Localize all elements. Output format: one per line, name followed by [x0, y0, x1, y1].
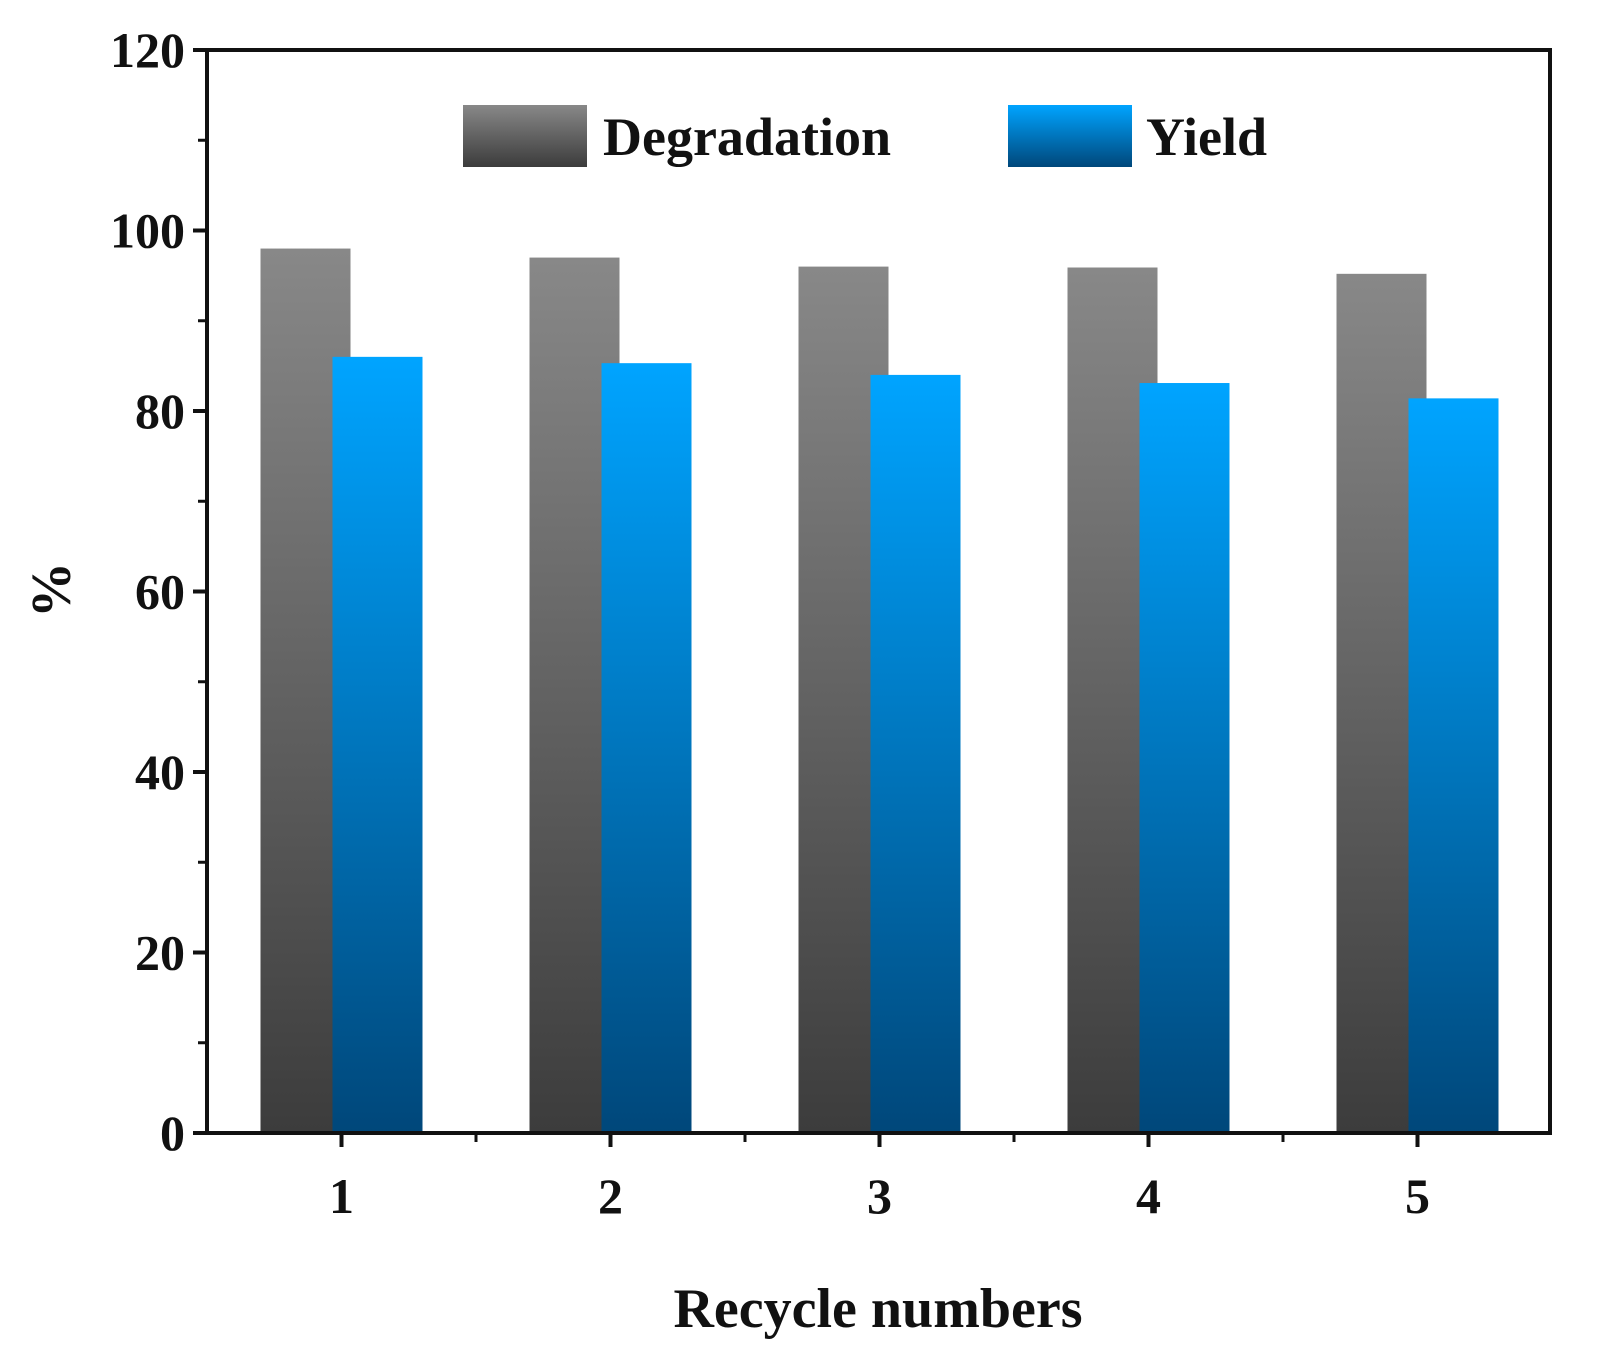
x-tick-label: 1 — [329, 1168, 354, 1224]
legend-swatch-degradation — [463, 105, 587, 167]
y-axis-title: % — [21, 562, 83, 618]
y-tick-label: 100 — [110, 203, 185, 259]
bar-yield-3 — [870, 374, 961, 1133]
y-tick-label: 40 — [135, 744, 185, 800]
ticks-group: 0 20 40 60 80 100 120 1 2 3 4 5 — [110, 22, 1430, 1224]
legend: Degradation Yield — [463, 105, 1267, 167]
x-axis-title: Recycle numbers — [673, 1278, 1082, 1340]
x-tick-label: 2 — [598, 1168, 623, 1224]
bar-yield-4 — [1139, 383, 1230, 1134]
y-tick-label: 80 — [135, 383, 185, 439]
legend-label-degradation: Degradation — [603, 107, 891, 167]
y-tick-label: 0 — [160, 1105, 185, 1161]
y-tick-label: 120 — [110, 22, 185, 78]
legend-swatch-yield — [1008, 105, 1132, 167]
bars-group — [260, 248, 1499, 1134]
x-tick-label: 3 — [867, 1168, 892, 1224]
y-tick-label: 60 — [135, 564, 185, 620]
y-tick-label: 20 — [135, 925, 185, 981]
legend-label-yield: Yield — [1146, 107, 1267, 167]
x-tick-label: 5 — [1405, 1168, 1430, 1224]
bar-yield-2 — [601, 363, 692, 1134]
x-tick-label: 4 — [1136, 1168, 1161, 1224]
bar-yield-1 — [332, 356, 423, 1134]
bar-yield-5 — [1408, 398, 1499, 1133]
